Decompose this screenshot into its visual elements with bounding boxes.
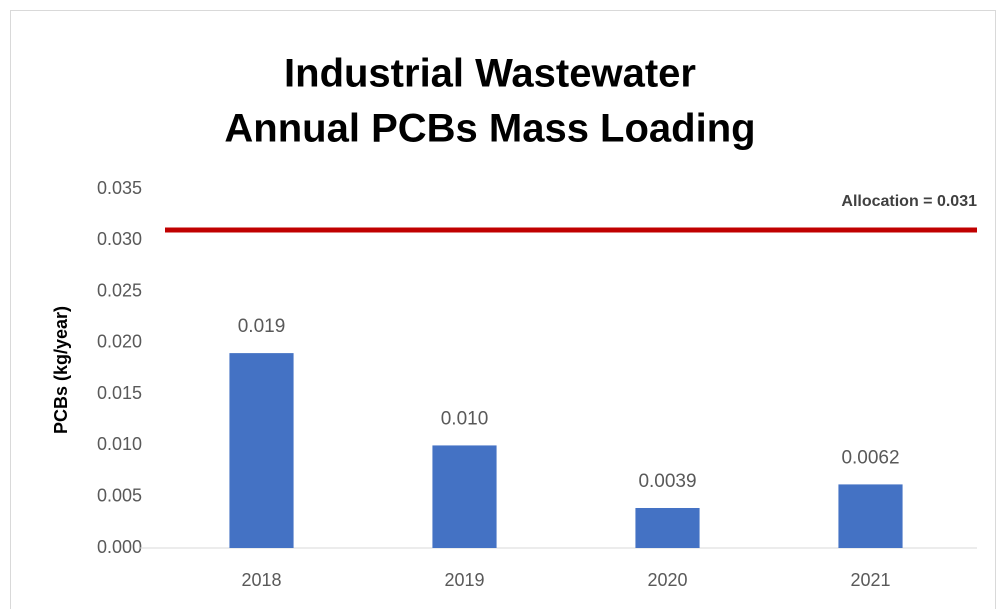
data-label: 0.019 bbox=[238, 316, 286, 337]
y-tick-label: 0.030 bbox=[97, 229, 142, 249]
chart-title: Industrial Wastewater bbox=[284, 52, 696, 96]
x-tick-label: 2020 bbox=[647, 570, 687, 590]
y-tick-label: 0.010 bbox=[97, 434, 142, 454]
x-tick-label: 2021 bbox=[850, 570, 890, 590]
data-label: 0.0039 bbox=[638, 471, 696, 492]
y-tick-label: 0.015 bbox=[97, 383, 142, 403]
chart-title: Annual PCBs Mass Loading bbox=[224, 107, 755, 151]
chart-frame bbox=[10, 10, 996, 609]
data-label: 0.0062 bbox=[841, 447, 899, 468]
y-tick-label: 0.035 bbox=[97, 178, 142, 198]
allocation-label: Allocation = 0.031 bbox=[841, 193, 977, 210]
y-axis-label: PCBs (kg/year) bbox=[51, 306, 71, 434]
bar bbox=[432, 445, 497, 548]
y-tick-label: 0.000 bbox=[97, 537, 142, 557]
bar bbox=[229, 353, 294, 548]
x-tick-label: 2019 bbox=[444, 570, 484, 590]
y-tick-label: 0.025 bbox=[97, 280, 142, 300]
y-tick-label: 0.020 bbox=[97, 332, 142, 352]
bar bbox=[838, 484, 903, 548]
data-label: 0.010 bbox=[441, 408, 489, 429]
y-tick-label: 0.005 bbox=[97, 485, 142, 505]
x-tick-label: 2018 bbox=[241, 570, 281, 590]
bar bbox=[635, 507, 700, 548]
